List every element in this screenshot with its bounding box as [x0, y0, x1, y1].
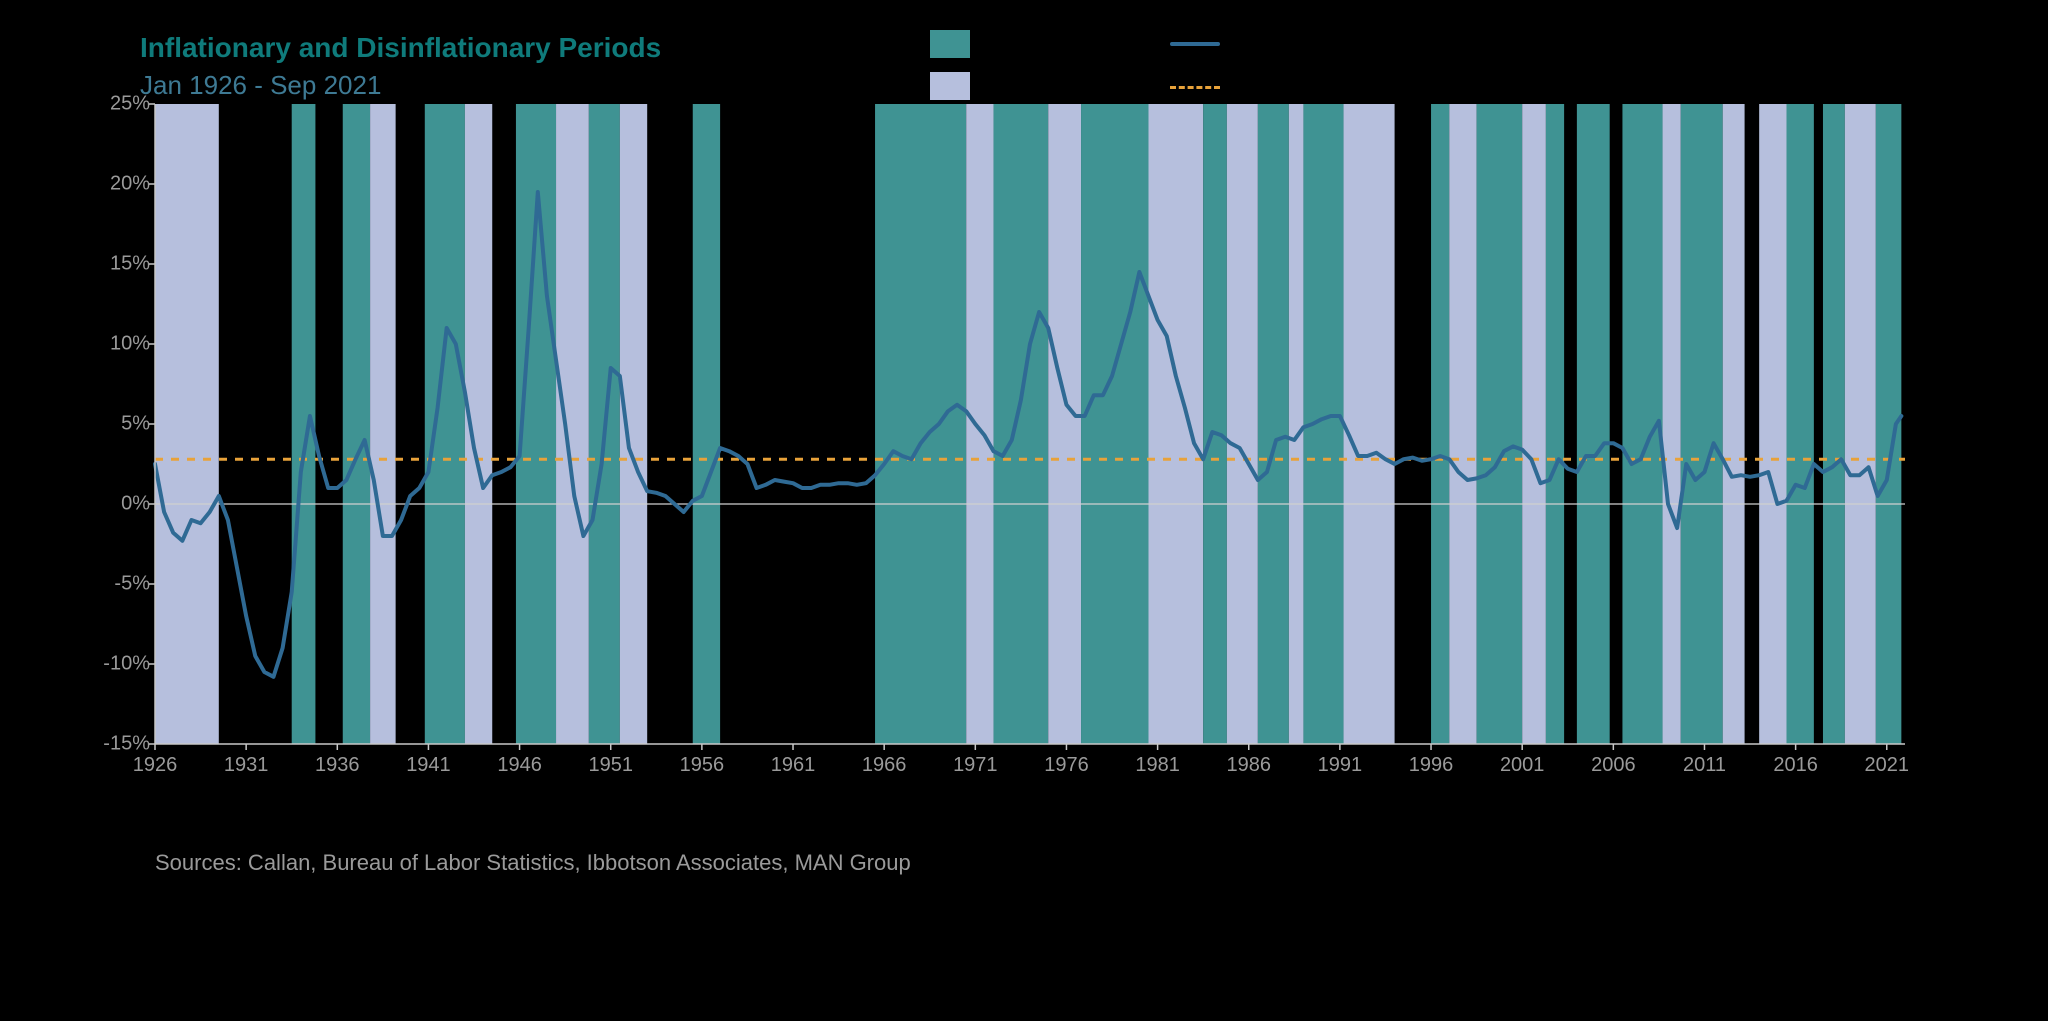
legend-disinflationary-swatch	[930, 72, 970, 100]
chart-title: Inflationary and Disinflationary Periods	[140, 32, 661, 64]
y-tick-label: 5%	[121, 413, 150, 436]
y-tick-label: 15%	[110, 253, 150, 276]
chart-svg	[155, 104, 1905, 744]
legend-inflationary-swatch	[930, 30, 970, 58]
chart-subtitle: Jan 1926 - Sep 2021	[140, 70, 661, 101]
y-tick-label: 10%	[110, 333, 150, 356]
x-axis-labels: 1926193119361941194619511956196119661971…	[155, 754, 1905, 784]
chart-plot-area	[155, 104, 1905, 744]
x-tick-label: 1996	[1409, 754, 1454, 777]
sources-text: Sources: Callan, Bureau of Labor Statist…	[155, 850, 911, 876]
chart-header: Inflationary and Disinflationary Periods…	[140, 32, 661, 101]
y-tick-label: -5%	[114, 573, 150, 596]
x-tick-label: 2021	[1865, 754, 1910, 777]
y-tick-label: 0%	[121, 493, 150, 516]
y-tick-label: -15%	[103, 733, 150, 756]
x-tick-label: 1966	[862, 754, 907, 777]
x-tick-label: 1956	[680, 754, 725, 777]
x-tick-label: 1946	[497, 754, 542, 777]
x-tick-label: 1951	[588, 754, 633, 777]
x-tick-label: 1971	[953, 754, 998, 777]
x-tick-label: 1936	[315, 754, 360, 777]
x-tick-label: 1991	[1318, 754, 1363, 777]
y-axis-labels: -15%-10%-5%0%5%10%15%20%25%	[90, 104, 150, 744]
x-tick-label: 2001	[1500, 754, 1545, 777]
x-tick-label: 2006	[1591, 754, 1636, 777]
x-tick-label: 1986	[1227, 754, 1272, 777]
x-tick-label: 1961	[771, 754, 816, 777]
y-tick-label: -10%	[103, 653, 150, 676]
x-tick-label: 2016	[1773, 754, 1818, 777]
legend-median-line	[1170, 86, 1220, 89]
x-tick-label: 1931	[224, 754, 269, 777]
x-tick-label: 2011	[1683, 754, 1726, 777]
y-tick-label: 25%	[110, 93, 150, 116]
x-tick-label: 1976	[1044, 754, 1089, 777]
x-tick-label: 1941	[406, 754, 451, 777]
legend-cpi-line	[1170, 42, 1220, 46]
legend	[930, 30, 1220, 100]
x-tick-label: 1926	[133, 754, 178, 777]
x-tick-label: 1981	[1135, 754, 1180, 777]
y-tick-label: 20%	[110, 173, 150, 196]
